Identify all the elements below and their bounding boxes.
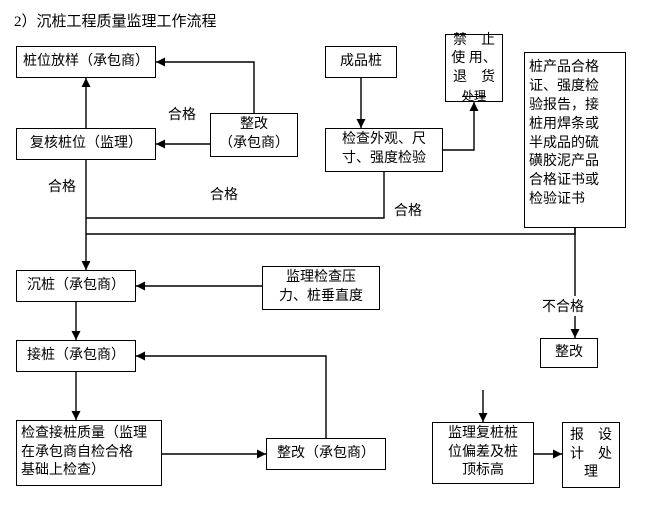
node-forbid-return: 禁 止 使 用、 退 货 处理 [445,34,503,102]
label-qualified-1: 合格 [168,104,196,124]
node-pile-driving: 沉桩（承包商） [16,270,136,302]
node-inspect-splice: 检查接桩质量（监理 在承包商自检合格 基础上检查） [16,420,162,486]
node-inspect-appearance: 检查外观、尺 寸、强度检验 [325,128,443,172]
diagram-title: 2）沉桩工程质量监理工作流程 [14,10,217,31]
node-rectify-3: 整改 [540,338,598,368]
node-pile-layout: 桩位放样（承包商） [16,46,156,78]
label-qualified-4: 合格 [394,200,422,220]
node-review-position: 复核桩位（监理） [16,128,156,160]
node-supervise-pressure: 监理检查压 力、桩垂直度 [262,266,380,310]
node-certificates: 桩产品合格 证、强度检 验报告，接 桩用焊条或 半成品的硫 磺胶泥产品 合格证书… [524,52,626,228]
node-finished-pile: 成品桩 [325,46,397,78]
node-pile-splice: 接桩（承包商） [16,340,136,372]
flowchart-canvas: 2）沉桩工程质量监理工作流程 桩位放样（承包商） 复核桩位（监理） 整改 （承包… [0,0,645,511]
label-unqualified: 不合格 [542,296,584,316]
node-report-design: 报 设 计 处 理 [562,422,620,488]
node-rectify-2: 整改（承包商） [266,438,386,470]
label-qualified-3: 合格 [210,184,238,204]
node-rectify-1: 整改 （承包商） [210,113,298,157]
label-qualified-2: 合格 [48,176,76,196]
node-recheck-deviation: 监理复桩桩 位偏差及桩 顶标高 [432,422,534,484]
node-forbid-return-strike: 处理 [462,88,486,104]
node-forbid-return-main: 禁 止 使 用、 退 货 [451,32,497,89]
